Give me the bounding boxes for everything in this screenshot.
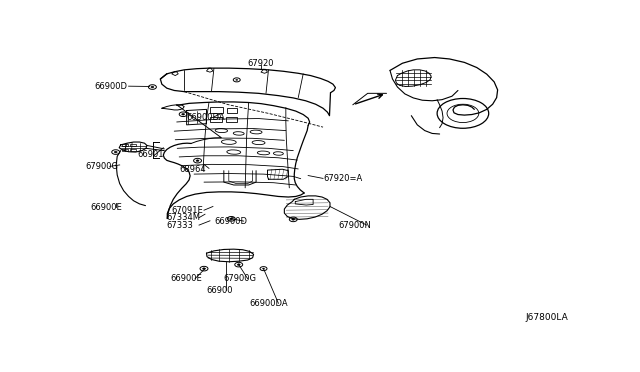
Circle shape <box>114 151 117 153</box>
Text: 66900D: 66900D <box>94 82 127 91</box>
Bar <box>211 107 223 113</box>
Text: 66900DA: 66900DA <box>250 299 288 308</box>
Circle shape <box>182 113 185 115</box>
Text: 67091E: 67091E <box>172 206 204 215</box>
Text: 66900DA: 66900DA <box>187 113 225 122</box>
Circle shape <box>230 218 233 219</box>
Text: 66900D: 66900D <box>214 217 247 226</box>
Text: 67920=A: 67920=A <box>323 174 362 183</box>
Circle shape <box>236 79 237 80</box>
Circle shape <box>262 268 264 269</box>
Text: J67800LA: J67800LA <box>526 314 568 323</box>
Text: 67920: 67920 <box>248 59 275 68</box>
Text: 66900E: 66900E <box>170 274 202 283</box>
Text: 68964: 68964 <box>179 165 206 174</box>
Text: 67900G: 67900G <box>85 162 118 171</box>
Text: 67900N: 67900N <box>338 221 371 231</box>
Bar <box>129 144 136 146</box>
Bar <box>227 118 237 122</box>
Text: 66901: 66901 <box>137 150 164 160</box>
Circle shape <box>151 86 154 88</box>
Text: 67333: 67333 <box>167 221 194 230</box>
Circle shape <box>202 268 205 269</box>
Circle shape <box>292 218 295 220</box>
Text: 67900G: 67900G <box>224 274 257 283</box>
Bar <box>227 108 237 113</box>
Bar <box>211 117 222 122</box>
Text: 66900: 66900 <box>207 286 233 295</box>
Circle shape <box>237 264 240 266</box>
Bar <box>122 149 128 151</box>
Bar <box>129 149 136 151</box>
Text: 67334M: 67334M <box>167 214 201 222</box>
Circle shape <box>196 160 199 161</box>
Bar <box>122 144 128 146</box>
Text: 66900E: 66900E <box>90 203 122 212</box>
